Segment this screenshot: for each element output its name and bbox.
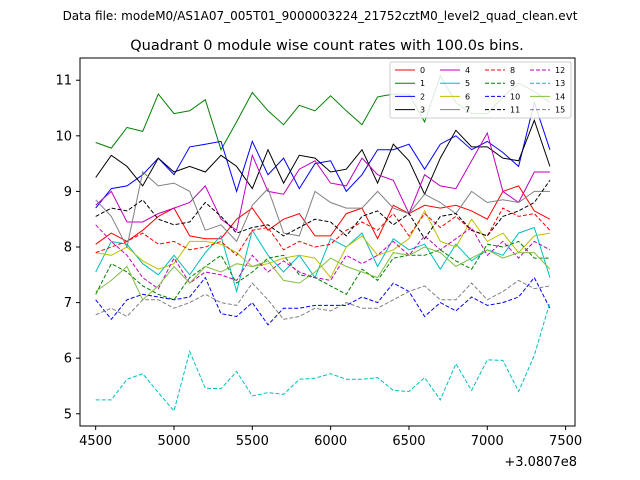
x-tick-label: 7000 xyxy=(471,434,504,449)
x-tick-label: 6000 xyxy=(314,434,347,449)
legend-label-7: 7 xyxy=(465,106,470,115)
legend-label-0: 0 xyxy=(420,66,425,75)
y-tick-label: 7 xyxy=(64,296,72,311)
y-tick-label: 5 xyxy=(64,407,72,422)
legend-label-1: 1 xyxy=(420,79,425,88)
series-line-5 xyxy=(95,226,551,294)
series-line-15 xyxy=(95,279,550,320)
plot-area-frame xyxy=(79,57,576,427)
series-line-0 xyxy=(95,185,551,245)
legend-label-8: 8 xyxy=(510,66,515,75)
y-tick-label: 11 xyxy=(55,74,72,89)
x-tick-label: 7500 xyxy=(549,434,582,449)
legend-label-4: 4 xyxy=(465,66,470,75)
series-line-2 xyxy=(95,100,551,209)
series-line-7 xyxy=(95,171,550,249)
series-line-13 xyxy=(95,302,551,413)
series-line-3 xyxy=(95,118,551,196)
legend-label-14: 14 xyxy=(555,92,565,101)
y-tick-label: 6 xyxy=(64,352,72,367)
x-tick-label: 4500 xyxy=(79,434,112,449)
legend-label-13: 13 xyxy=(555,79,565,88)
legend-label-6: 6 xyxy=(465,92,470,101)
series-line-12 xyxy=(95,224,551,290)
legend-label-11: 11 xyxy=(510,106,520,115)
y-tick-label: 10 xyxy=(55,129,72,144)
series-line-6 xyxy=(95,209,550,279)
series-line-14 xyxy=(95,246,551,301)
legend-label-3: 3 xyxy=(420,106,425,115)
legend-label-10: 10 xyxy=(510,92,520,101)
series-line-10 xyxy=(95,276,551,326)
series-line-9 xyxy=(95,240,550,301)
series-layer xyxy=(95,74,551,413)
y-tick-label: 9 xyxy=(64,185,72,200)
x-tick-label: 5000 xyxy=(157,434,190,449)
legend-label-9: 9 xyxy=(510,79,515,88)
x-tick-label: 6500 xyxy=(392,434,425,449)
series-line-4 xyxy=(95,131,550,232)
series-line-8 xyxy=(95,207,551,257)
legend-label-2: 2 xyxy=(420,92,425,101)
series-line-11 xyxy=(95,180,551,240)
legend-label-5: 5 xyxy=(465,79,470,88)
x-axis: 4500 5000 5500 6000 6500 7000 7500 xyxy=(79,426,582,449)
legend-label-15: 15 xyxy=(555,106,565,115)
x-offset-label: +3.0807e8 xyxy=(504,455,577,470)
legend-box xyxy=(389,61,572,119)
legend-label-12: 12 xyxy=(555,66,565,75)
y-axis: 5 6 7 8 9 10 11 xyxy=(55,74,80,422)
chart-suptitle: Data file: modeM0/AS1A07_005T01_90000032… xyxy=(63,9,578,23)
x-tick-label: 5500 xyxy=(236,434,269,449)
y-tick-label: 8 xyxy=(64,241,72,256)
chart-title: Quadrant 0 module wise count rates with … xyxy=(130,38,524,54)
